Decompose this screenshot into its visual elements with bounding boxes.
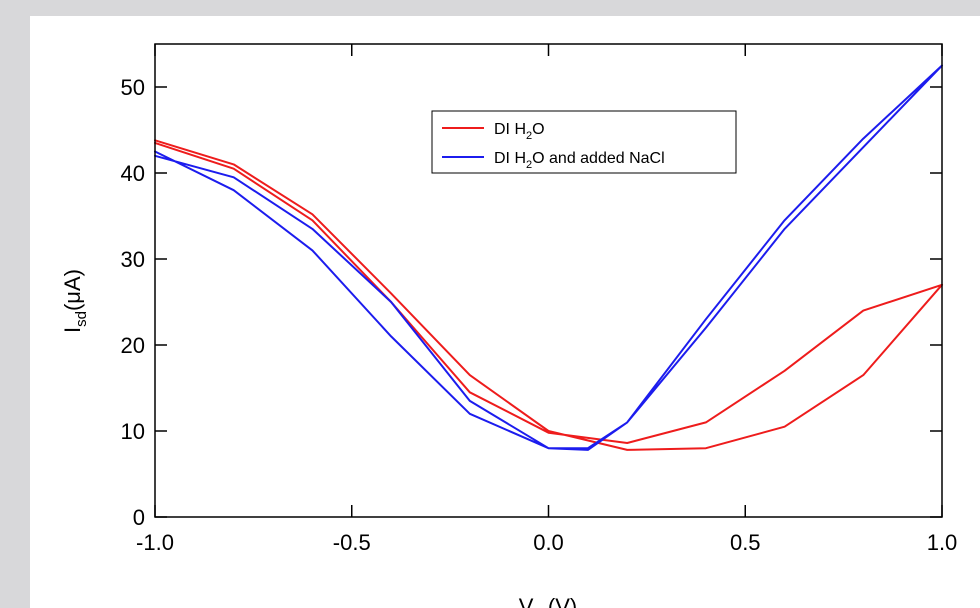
y-tick-label: 30 xyxy=(121,247,145,272)
legend-label-di-h2o: DI H2O xyxy=(494,121,545,142)
y-tick-label: 0 xyxy=(133,505,145,530)
y-tick-label: 20 xyxy=(121,333,145,358)
chart-card: -1.0 -0.5 0.0 0.5 1.0 0 10 20 30 40 50 DI H2O DI H… xyxy=(30,16,980,608)
x-axis-label: Vg (V) xyxy=(519,594,577,608)
legend-label-di-h2o-nacl: DI H2O and added NaCl xyxy=(494,150,665,171)
x-tick-label: 1.0 xyxy=(927,530,958,555)
x-tick-label: 0.0 xyxy=(533,530,564,555)
y-tick-label: 10 xyxy=(121,419,145,444)
y-tick-label: 50 xyxy=(121,75,145,100)
y-axis-label: Isd(μA) xyxy=(60,269,90,333)
legend: DI H2O DI H2O and added NaCl xyxy=(431,110,737,174)
iv-chart: -1.0 -0.5 0.0 0.5 1.0 0 10 20 30 40 50 DI H2O DI H… xyxy=(60,43,958,608)
x-tick-label: -0.5 xyxy=(333,530,371,555)
legend-box xyxy=(431,110,737,174)
x-tick-label: 0.5 xyxy=(730,530,761,555)
x-tick-label: -1.0 xyxy=(136,530,174,555)
axes-layer: -1.0 -0.5 0.0 0.5 1.0 0 10 20 30 40 50 xyxy=(121,43,958,555)
y-tick-label: 40 xyxy=(121,161,145,186)
